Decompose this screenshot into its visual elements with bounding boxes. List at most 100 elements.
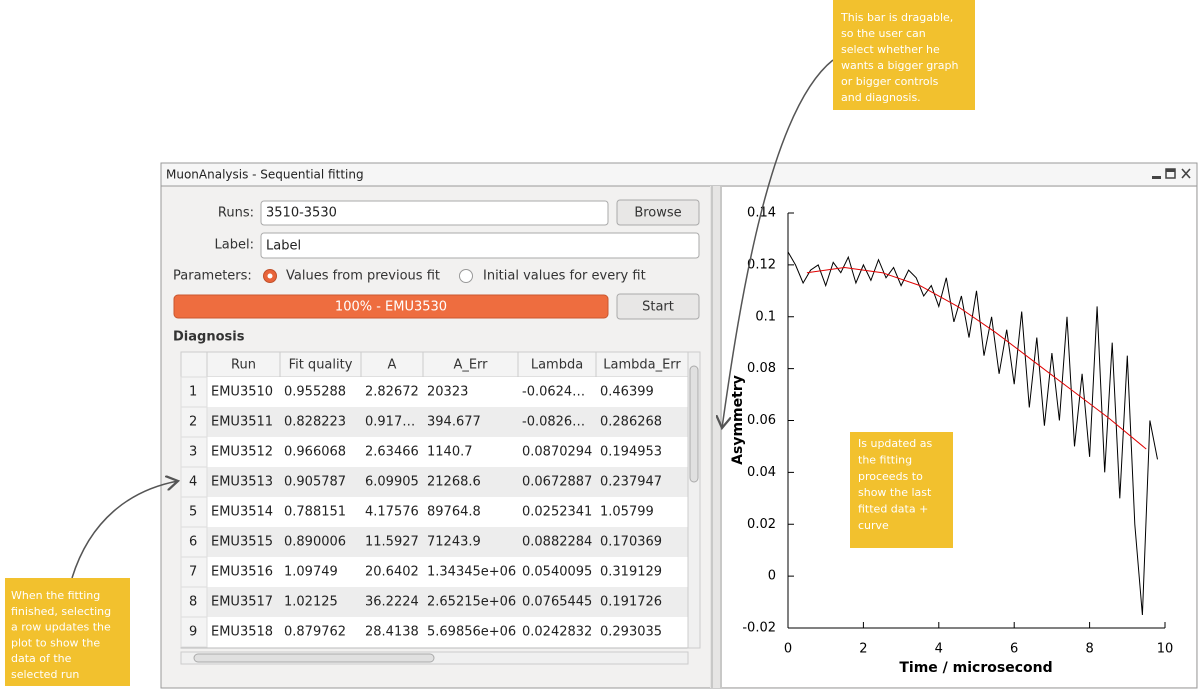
data-line: [787, 251, 1158, 616]
label-value: Label: [266, 239, 301, 254]
row-number: 8: [189, 595, 197, 610]
table-row[interactable]: 8 EMU3517 1.02125 36.2224 2.65215e+06 0.07654…: [180, 586, 688, 618]
y-tick-label: 0.04: [747, 465, 776, 480]
note-line: fitted data +: [858, 503, 928, 516]
table-row[interactable]: 2 EMU3511 0.828223 0.917… 394.677 -0.0826… 0.2…: [180, 406, 688, 438]
note-line: data of the: [11, 652, 72, 665]
row-background: [207, 557, 688, 587]
cell: -0.0624…: [522, 385, 585, 400]
maximize-button[interactable]: [1165, 168, 1176, 179]
cell: 0.0242832: [522, 625, 592, 640]
note-line: curve: [858, 519, 889, 532]
cell: 0.0252341: [522, 505, 592, 520]
vertical-scroll-thumb[interactable]: [689, 365, 699, 483]
column-header[interactable]: Lambda_Err: [603, 358, 681, 373]
note-line: proceeds to: [858, 470, 923, 483]
cell: 0.191726: [600, 595, 662, 610]
horizontal-scroll-thumb[interactable]: [193, 653, 435, 663]
y-tick-label: 0.06: [747, 413, 776, 428]
cell: 4.17576: [365, 505, 419, 520]
note-line: the fitting: [858, 453, 912, 466]
cell: 1.05799: [600, 505, 654, 520]
row-background: [207, 497, 688, 527]
y-tick-label: 0.12: [747, 257, 776, 272]
radio-initial[interactable]: [459, 269, 473, 283]
cell: 2.65215e+06: [427, 595, 516, 610]
table-row[interactable]: 4 EMU3513 0.905787 6.09905 21268.6 0.0672887 0…: [180, 466, 688, 498]
cell: 1.34345e+06: [427, 565, 516, 580]
row-header: [180, 616, 208, 648]
row-number: 3: [189, 445, 197, 460]
y-tick-label: 0.08: [747, 361, 776, 376]
browse-button[interactable]: [616, 199, 700, 226]
row-background: [207, 467, 688, 497]
cell: 6.09905: [365, 475, 419, 490]
note-line: Is updated as: [858, 437, 932, 450]
y-tick-label: -0.02: [742, 621, 776, 636]
cell: EMU3510: [211, 385, 273, 400]
cell: 0.966068: [284, 445, 346, 460]
header-row: [180, 351, 689, 378]
diagnosis-heading: Diagnosis: [173, 330, 245, 345]
cell: 0.890006: [284, 535, 346, 550]
runs-value: 3510-3530: [266, 206, 337, 221]
cell: 0.905787: [284, 475, 346, 490]
x-tick-label: 2: [859, 642, 867, 657]
note-line: finished, selecting: [11, 605, 111, 618]
row-header: [180, 496, 208, 528]
column-header[interactable]: Fit quality: [289, 358, 353, 373]
cell: 0.0540095: [522, 565, 592, 580]
note: This bar is dragable, so the user can sele…: [833, 0, 975, 110]
row-number: 2: [189, 415, 197, 430]
cell: EMU3514: [211, 505, 273, 520]
cell: 1.02125: [284, 595, 338, 610]
minimize-button[interactable]: [1152, 176, 1161, 179]
progress-bar: [173, 294, 609, 319]
table-row[interactable]: 6 EMU3515 0.890006 11.5927 71243.9 0.0882284 0…: [180, 526, 688, 558]
table-row[interactable]: 3 EMU3512 0.966068 2.63466 1140.7 0.0870294 0.…: [180, 436, 688, 468]
cell: 89764.8: [427, 505, 481, 520]
cell: 2.82672: [365, 385, 419, 400]
data-line: [806, 266, 1147, 450]
radio-previous[interactable]: [263, 269, 277, 283]
y-axis-label: Asymmetry: [730, 375, 746, 465]
cell: 20323: [427, 385, 468, 400]
start-button[interactable]: [616, 293, 700, 320]
y-tick-label: 0.1: [755, 309, 776, 324]
cell: 0.955288: [284, 385, 346, 400]
cell: 21268.6: [427, 475, 481, 490]
cell: -0.0826…: [522, 415, 585, 430]
y-tick-label: 0: [768, 569, 776, 584]
label-input[interactable]: [260, 232, 700, 259]
plot-panel: [722, 187, 1196, 687]
column-header[interactable]: Lambda: [531, 358, 583, 373]
cell: 1140.7: [427, 445, 473, 460]
note-line: or bigger controls: [841, 75, 939, 88]
cell: 71243.9: [427, 535, 481, 550]
window-title: MuonAnalysis - Sequential fitting: [166, 168, 364, 182]
row-number: 5: [189, 505, 197, 520]
cell: 0.194953: [600, 445, 662, 460]
table-row[interactable]: 7 EMU3516 1.09749 20.6402 1.34345e+06 0.05400…: [180, 556, 688, 588]
row-background: [207, 587, 688, 617]
column-header[interactable]: A_Err: [453, 358, 488, 373]
splitter[interactable]: [710, 186, 722, 688]
cell: EMU3513: [211, 475, 273, 490]
runs-input[interactable]: [260, 200, 609, 226]
table-row[interactable]: 5 EMU3514 0.788151 4.17576 89764.8 0.0252341 1…: [180, 496, 688, 528]
table-row[interactable]: 1 EMU3510 0.955288 2.82672 20323 -0.0624… 0.46…: [180, 376, 688, 408]
x-tick-label: 0: [784, 642, 792, 657]
column-header[interactable]: A: [388, 358, 397, 373]
cell: 0.286268: [600, 415, 662, 430]
cell: 28.4138: [365, 625, 419, 640]
table-row[interactable]: 9 EMU3518 0.879762 28.4138 5.69856e+06 0.0242…: [180, 616, 688, 648]
option-initial: Initial values for every fit: [483, 269, 646, 284]
close-button[interactable]: [1181, 168, 1191, 179]
cell: 0.917…: [365, 415, 415, 430]
x-tick-label: 8: [1085, 642, 1093, 657]
cell: EMU3516: [211, 565, 273, 580]
option-previous: Values from previous fit: [286, 269, 440, 284]
column-header[interactable]: Run: [231, 358, 256, 373]
x-tick-label: 4: [935, 642, 943, 657]
